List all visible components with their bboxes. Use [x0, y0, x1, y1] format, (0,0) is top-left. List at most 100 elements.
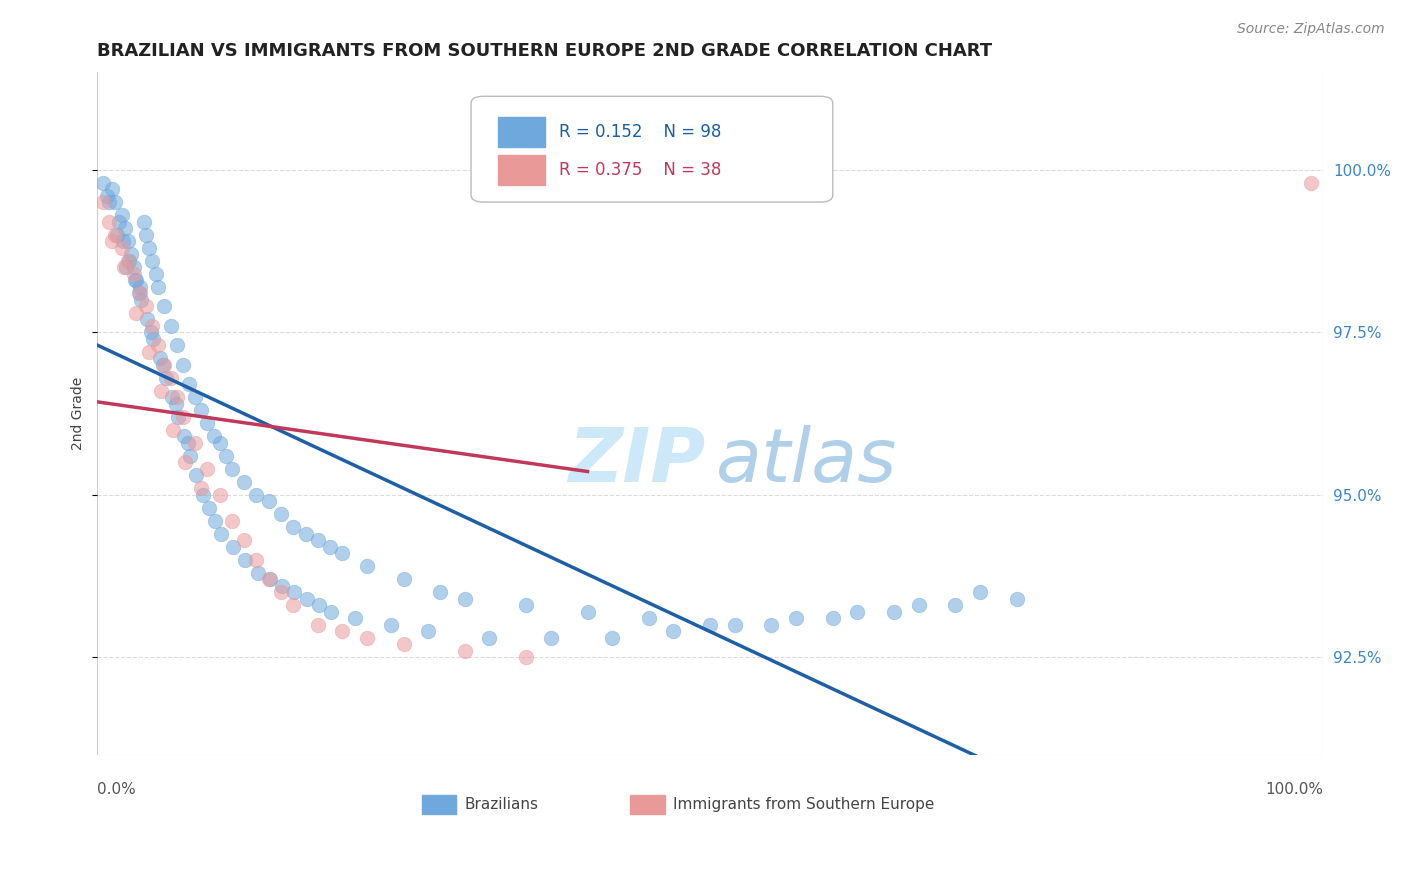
Point [167, 409, 190, 424]
Point [576, 605, 599, 619]
Point [165, 397, 187, 411]
Point [637, 611, 659, 625]
Point [91, 176, 114, 190]
Point [190, 481, 212, 495]
Point [208, 435, 231, 450]
Point [149, 351, 172, 366]
Point [945, 599, 967, 613]
Point [197, 500, 219, 515]
Point [162, 423, 184, 437]
Point [120, 247, 142, 261]
Bar [422, 795, 457, 814]
Point [515, 650, 537, 665]
Point [343, 611, 366, 625]
Text: BRAZILIAN VS IMMIGRANTS FROM SOUTHERN EUROPE 2ND GRADE CORRELATION CHART: BRAZILIAN VS IMMIGRANTS FROM SOUTHERN EU… [97, 42, 993, 60]
Point [846, 605, 869, 619]
Point [153, 358, 176, 372]
Text: R = 0.152    N = 98: R = 0.152 N = 98 [560, 123, 721, 141]
Text: Brazilians: Brazilians [465, 797, 538, 812]
Point [111, 235, 134, 249]
Point [197, 417, 219, 431]
Text: 100.0%: 100.0% [1265, 782, 1323, 797]
Point [125, 273, 148, 287]
Point [136, 312, 159, 326]
Point [478, 631, 501, 645]
Text: R = 0.375    N = 38: R = 0.375 N = 38 [560, 161, 721, 179]
Point [184, 390, 207, 404]
Point [356, 631, 378, 645]
Point [454, 644, 477, 658]
Point [138, 344, 160, 359]
Point [141, 253, 163, 268]
Point [155, 371, 177, 385]
Point [699, 617, 721, 632]
Point [307, 617, 329, 632]
Point [129, 280, 152, 294]
Point [418, 624, 440, 639]
Point [259, 572, 281, 586]
Point [98, 215, 121, 229]
Point [128, 286, 150, 301]
Point [149, 384, 172, 398]
Point [257, 572, 280, 586]
Point [117, 235, 139, 249]
Point [270, 585, 292, 599]
Point [122, 260, 145, 275]
Point [118, 253, 141, 268]
Point [153, 299, 176, 313]
Point [724, 617, 747, 632]
Point [110, 208, 132, 222]
Point [209, 526, 232, 541]
Point [173, 429, 195, 443]
Point [283, 520, 305, 534]
Point [172, 358, 194, 372]
Text: Source: ZipAtlas.com: Source: ZipAtlas.com [1237, 22, 1385, 37]
Point [204, 514, 226, 528]
Point [177, 377, 200, 392]
Point [166, 338, 188, 352]
Point [761, 617, 783, 632]
Text: 0.0%: 0.0% [97, 782, 136, 797]
Point [235, 553, 257, 567]
Point [117, 253, 139, 268]
Point [785, 611, 807, 625]
Point [141, 318, 163, 333]
Bar [498, 155, 544, 185]
Point [129, 286, 152, 301]
Point [138, 241, 160, 255]
Point [294, 526, 316, 541]
Point [321, 605, 343, 619]
Point [380, 617, 402, 632]
Point [1299, 176, 1322, 190]
Bar [630, 795, 665, 814]
Text: ZIP: ZIP [569, 425, 706, 498]
Point [122, 267, 145, 281]
Point [969, 585, 991, 599]
Point [245, 488, 267, 502]
Point [356, 559, 378, 574]
Point [392, 637, 415, 651]
Point [271, 579, 294, 593]
Point [245, 553, 267, 567]
Point [159, 371, 181, 385]
Point [319, 540, 342, 554]
Point [222, 540, 245, 554]
Point [145, 267, 167, 281]
Point [148, 338, 170, 352]
Point [160, 390, 183, 404]
Point [208, 488, 231, 502]
Point [202, 429, 225, 443]
Point [295, 591, 318, 606]
Point [139, 326, 162, 340]
Point [166, 390, 188, 404]
Point [330, 624, 353, 639]
Point [100, 182, 122, 196]
Point [215, 449, 238, 463]
Point [100, 235, 122, 249]
Text: atlas: atlas [716, 425, 897, 498]
Point [112, 260, 135, 275]
Point [191, 488, 214, 502]
Point [330, 546, 353, 560]
Point [662, 624, 685, 639]
Point [540, 631, 562, 645]
